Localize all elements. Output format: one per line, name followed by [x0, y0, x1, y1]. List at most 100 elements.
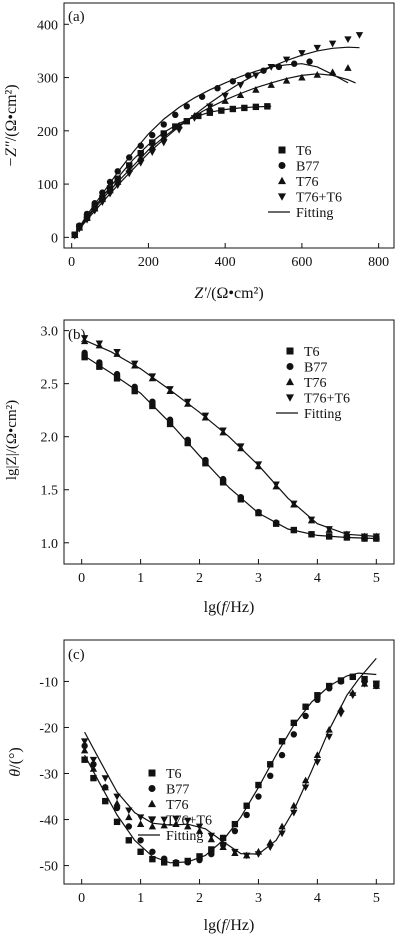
- data-point-triangle-up: [148, 822, 157, 830]
- data-point-triangle-down: [219, 427, 227, 435]
- data-point-triangle-down: [349, 692, 357, 700]
- data-point-circle: [113, 370, 121, 378]
- data-point-triangle-down: [184, 817, 192, 825]
- panel-b-series-triangle-down: [80, 335, 381, 541]
- data-point-circle: [349, 673, 356, 681]
- data-point-triangle-down: [136, 814, 145, 822]
- panel-c-y-tick-label: -20: [39, 721, 58, 736]
- data-point-circle: [202, 456, 209, 464]
- panel-a-data-points: [71, 32, 364, 240]
- panel-c-y-tick-label: -10: [39, 675, 58, 690]
- data-point-triangle-up: [80, 746, 89, 754]
- data-point-square: [314, 692, 321, 699]
- panel-a-x-tick-label: 0: [68, 255, 75, 270]
- data-point-circle: [291, 60, 298, 67]
- data-point-triangle-down: [282, 56, 291, 64]
- panel-a-x-tick-label: 800: [368, 255, 389, 270]
- panel-a-series-triangle-down: [71, 32, 364, 240]
- legend-marker-triangle-up: [147, 799, 157, 808]
- data-point-triangle-down: [278, 830, 286, 838]
- data-point-triangle-up: [282, 76, 291, 84]
- panel-b-y-tick-label: 3.0: [41, 325, 59, 340]
- panel-b-data-points: [80, 335, 381, 542]
- panel-b-x-axis-unit: /Hz): [226, 599, 254, 616]
- panel-a-y-tick-label: 200: [37, 125, 58, 140]
- panel-b-series-circle: [81, 349, 380, 542]
- data-point-circle: [106, 178, 114, 186]
- data-point-square: [218, 107, 225, 114]
- data-point-circle: [260, 67, 267, 74]
- panel-b-fitting-line: [84, 355, 377, 540]
- data-point-circle: [149, 131, 156, 139]
- panel-c-label: (c): [68, 647, 85, 663]
- legend-marker-triangle-up: [285, 377, 295, 386]
- data-point-triangle-down: [95, 340, 104, 348]
- data-point-triangle-up: [137, 153, 145, 161]
- data-point-circle: [229, 78, 237, 85]
- data-point-circle: [114, 168, 121, 175]
- panel-a-x-ticks: 0 200 400 600 800: [68, 243, 389, 270]
- panel-a-x-tick-label: 400: [215, 255, 236, 270]
- panel-b-x-tick-label: 1: [137, 571, 144, 586]
- panel-c-y-ticks: -10 -20 -30 -40 -50: [39, 675, 69, 875]
- data-point-triangle-down: [236, 82, 245, 89]
- data-point-triangle-down: [272, 481, 280, 489]
- data-point-triangle-down: [106, 190, 114, 198]
- data-point-circle: [184, 859, 191, 866]
- data-point-circle: [91, 200, 98, 207]
- panel-b-y-tick-label: 1.0: [41, 537, 59, 552]
- data-point-triangle-down: [113, 348, 121, 356]
- panel-a-x-axis-symbol: Z′: [194, 285, 207, 302]
- panel-c-x-tick-label: 5: [373, 891, 380, 906]
- data-point-circle: [337, 678, 345, 685]
- data-point-square: [183, 118, 190, 125]
- panel-a-label: (a): [68, 9, 85, 25]
- data-point-triangle-down: [71, 232, 79, 240]
- data-point-circle: [160, 855, 168, 862]
- panel-a-x-axis-label: Z′/(Ω•cm²): [194, 285, 263, 302]
- data-point-triangle-down: [252, 72, 260, 80]
- data-point-triangle-up: [298, 73, 306, 81]
- panel-c-y-axis-unit: /(°): [7, 747, 24, 769]
- data-point-triangle-down: [207, 832, 216, 840]
- legend-label: B77: [166, 783, 189, 798]
- data-point-square: [252, 103, 260, 111]
- panel-a-y-axis-symbol: −Z″: [3, 141, 20, 168]
- data-point-triangle-down: [267, 64, 275, 71]
- data-point-circle: [113, 804, 121, 812]
- legend-label: B77: [296, 160, 319, 175]
- data-point-triangle-down: [195, 823, 204, 831]
- data-point-circle: [149, 398, 156, 405]
- panel-c-fitting-line: [84, 658, 377, 855]
- data-point-triangle-down: [231, 848, 239, 856]
- data-point-circle: [198, 93, 206, 100]
- data-point-triangle-down: [337, 710, 345, 718]
- data-point-triangle-down: [355, 32, 364, 39]
- data-point-triangle-down: [80, 738, 89, 746]
- legend-label: T6: [296, 144, 312, 159]
- panel-b-x-tick-label: 3: [255, 571, 262, 586]
- panel-c-x-tick-label: 3: [255, 891, 262, 906]
- data-point-square: [255, 781, 262, 789]
- legend-fitting-label: Fitting: [304, 407, 341, 422]
- data-point-square: [102, 797, 109, 805]
- data-point-square: [90, 774, 97, 782]
- legend-label: T76: [296, 175, 319, 190]
- data-point-triangle-down: [372, 533, 381, 541]
- data-point-triangle-down: [91, 207, 99, 215]
- panel-a-y-tick-label: 300: [37, 72, 58, 87]
- panel-b-y-tick-label: 1.5: [41, 484, 59, 499]
- panel-b-x-axis-prefix: lg(: [204, 599, 222, 616]
- data-point-triangle-up: [172, 820, 180, 828]
- data-point-circle: [184, 436, 191, 444]
- panel-b-x-ticks: 0 1 2 3 4 5: [78, 559, 380, 586]
- panel-b-label: (b): [68, 327, 86, 343]
- data-point-circle: [96, 359, 103, 366]
- data-point-triangle-down: [290, 500, 298, 508]
- data-point-square: [113, 818, 121, 826]
- data-point-square: [243, 802, 250, 809]
- panel-b-x-tick-label: 5: [373, 571, 380, 586]
- data-point-triangle-down: [184, 398, 192, 406]
